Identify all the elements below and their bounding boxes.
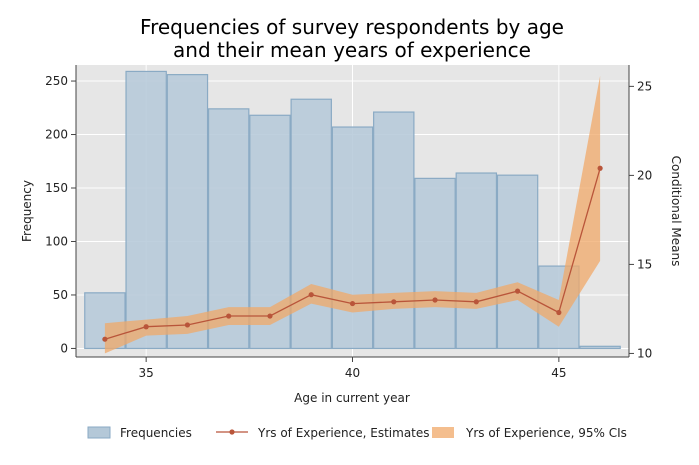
estimate-point-age-35: [143, 324, 149, 330]
y-right-tick-label-15: 15: [637, 257, 652, 271]
estimate-point-age-42: [432, 297, 438, 303]
ci-band: [104, 75, 601, 354]
x-tick-label-45: 45: [551, 366, 566, 380]
y-left-tick-label-100: 100: [45, 234, 68, 248]
legend-label-estimates: Yrs of Experience, Estimates: [257, 426, 430, 440]
estimate-point-age-38: [267, 313, 273, 319]
bar-age-43: [455, 172, 498, 350]
y-right-tick-label-20: 20: [637, 168, 652, 182]
ci-band-layer: [104, 75, 601, 354]
legend-label-ci: Yrs of Experience, 95% CIs: [465, 426, 627, 440]
x-axis-title: Age in current year: [294, 391, 410, 405]
legend: Frequencies Yrs of Experience, Estimates…: [87, 426, 627, 440]
bar-age-42: [414, 177, 456, 350]
bar-age-41: [373, 111, 415, 350]
estimate-point-age-43: [473, 299, 479, 305]
bar-age-40: [331, 126, 374, 350]
estimate-point-age-36: [184, 322, 191, 328]
estimate-point-age-40: [349, 300, 356, 307]
y-right-tick-label-10: 10: [637, 346, 652, 360]
y-axis-left-title: Frequency: [20, 180, 34, 242]
estimate-point-age-44: [514, 288, 521, 294]
estimate-point-age-39: [308, 292, 314, 298]
x-tick-label-35: 35: [139, 366, 154, 380]
estimate-point-age-34: [102, 336, 108, 342]
legend-swatch-frequencies: [87, 426, 111, 439]
chart-title-line-1: Frequencies of survey respondents by age: [140, 15, 564, 39]
bar-age-46: [579, 345, 621, 350]
chart-title-line-2: and their mean years of experience: [173, 38, 531, 62]
bar-age-44: [496, 174, 539, 350]
bar-age-39: [290, 98, 332, 350]
bar-age-36: [166, 74, 209, 350]
y-left-tick-label-150: 150: [45, 181, 68, 195]
legend-swatch-ci: [432, 427, 454, 438]
legend-item-ci: Yrs of Experience, 95% CIs: [432, 426, 627, 440]
estimate-point-age-46: [597, 165, 603, 171]
y-left-tick-label-200: 200: [45, 128, 68, 142]
legend-item-frequencies: Frequencies: [87, 426, 192, 440]
estimate-point-age-45: [556, 309, 562, 316]
y-left-tick-label-250: 250: [45, 74, 68, 88]
chart-title: Frequencies of survey respondents by age…: [140, 15, 564, 62]
bar-age-35: [125, 70, 167, 350]
y-left-tick-label-50: 50: [53, 288, 68, 302]
legend-swatch-estimates-marker: [229, 429, 235, 435]
axes: 0 50 100 150 200 250 10 15 20 25 35 40 45: [45, 65, 652, 380]
estimate-point-age-41: [391, 299, 397, 305]
estimates-line-layer: [102, 165, 603, 342]
y-right-tick-label-25: 25: [637, 79, 652, 93]
x-tick-label-40: 40: [345, 366, 360, 380]
estimate-point-age-37: [226, 313, 232, 319]
y-axis-right-title: Conditional Means: [669, 156, 683, 267]
legend-label-frequencies: Frequencies: [120, 426, 192, 440]
legend-item-estimates: Yrs of Experience, Estimates: [216, 426, 430, 440]
y-left-tick-label-0: 0: [60, 341, 68, 355]
